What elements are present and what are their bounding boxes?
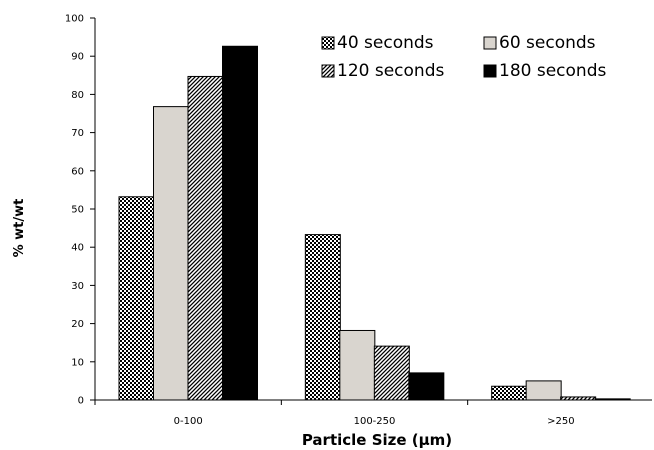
y-tick-label: 20 <box>71 319 84 330</box>
y-tick-label: 40 <box>71 243 84 254</box>
legend-swatch <box>483 64 497 78</box>
bars <box>118 45 631 401</box>
x-category-label: 0-100 <box>174 416 203 427</box>
legend-label: 60 seconds <box>499 33 596 53</box>
x-axis: 0-100 100-250 >250 <box>94 399 652 427</box>
x-category-label: 100-250 <box>354 416 396 427</box>
y-tick-label: 0 <box>78 396 84 407</box>
bar <box>525 380 562 401</box>
y-tick-label: 10 <box>71 357 84 368</box>
legend-label: 40 seconds <box>337 33 434 53</box>
y-tick-label: 60 <box>71 166 84 177</box>
legend: 40 seconds 60 seconds 120 seconds 180 secon… <box>321 33 606 81</box>
y-tick-label: 100 <box>65 14 84 25</box>
legend-label: 120 seconds <box>337 61 444 81</box>
bar <box>222 45 258 401</box>
bar <box>118 196 155 401</box>
bar <box>373 345 410 401</box>
legend-swatch <box>321 64 335 78</box>
y-tick-label: 80 <box>71 90 84 101</box>
bar <box>491 385 528 401</box>
bar <box>560 396 597 401</box>
bar <box>304 234 341 401</box>
x-category-label: >250 <box>547 416 574 427</box>
legend-label: 180 seconds <box>499 61 606 81</box>
bar <box>594 398 631 401</box>
y-tick-label: 30 <box>71 281 84 292</box>
x-axis-title: Particle Size (µm) <box>302 431 452 449</box>
y-tick-label: 70 <box>71 128 84 139</box>
bar <box>187 75 224 401</box>
bar <box>153 106 189 401</box>
y-tick-label: 50 <box>71 205 84 216</box>
legend-swatch <box>321 36 335 50</box>
y-axis: 0 10 20 30 40 50 60 70 80 90 100 <box>65 14 96 407</box>
y-tick-label: 90 <box>71 52 84 63</box>
y-axis-title: % wt/wt <box>12 199 27 258</box>
bar <box>408 372 445 401</box>
legend-swatch <box>483 36 497 50</box>
bar <box>339 329 376 401</box>
